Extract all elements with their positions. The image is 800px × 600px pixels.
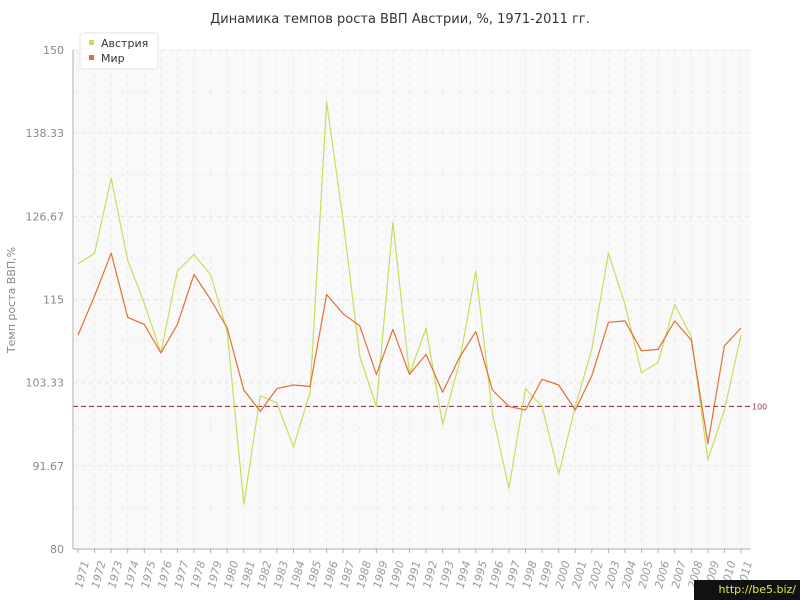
y-tick-labels: 80 91.67 103.33 115 126.67 138.33 150 bbox=[26, 44, 65, 556]
chart-title: Динамика темпов роста ВВП Австрии, %, 19… bbox=[210, 12, 590, 27]
legend-label-austria[interactable]: Австрия bbox=[101, 37, 148, 50]
x-tick-labels: 1971197219731974197519761977197819791980… bbox=[72, 559, 755, 589]
y-tick-label: 150 bbox=[43, 44, 64, 57]
reference-line-group: 100 bbox=[73, 402, 767, 411]
grid bbox=[73, 49, 751, 550]
y-tick-label: 80 bbox=[50, 543, 64, 556]
y-axis-label: Темп роста ВВП,% bbox=[5, 247, 18, 354]
legend[interactable]: Австрия Мир bbox=[79, 32, 159, 70]
watermark: http://be5.biz/ bbox=[694, 580, 800, 600]
series-lines bbox=[77, 101, 742, 505]
legend-box bbox=[79, 32, 159, 70]
reference-line-label: 100 bbox=[752, 402, 767, 411]
watermark-text: http://be5.biz/ bbox=[718, 583, 796, 596]
y-tick-label: 103.33 bbox=[26, 377, 65, 390]
legend-swatch-world bbox=[89, 55, 94, 60]
legend-swatch-austria bbox=[89, 40, 94, 45]
y-tick-label: 91.67 bbox=[33, 460, 65, 473]
y-tick-label: 115 bbox=[43, 294, 64, 307]
y-tick-label: 138.33 bbox=[26, 127, 65, 140]
axes bbox=[72, 50, 751, 553]
y-tick-label: 126.67 bbox=[26, 210, 65, 223]
legend-label-world[interactable]: Мир bbox=[101, 52, 125, 65]
